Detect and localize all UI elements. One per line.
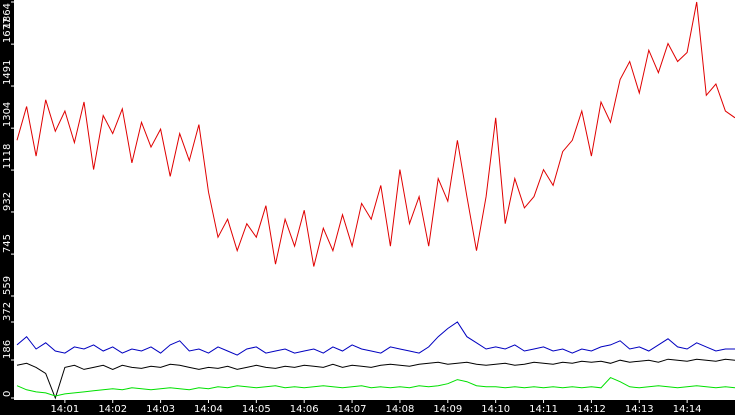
x-tick-label: 14:06 xyxy=(290,404,319,415)
x-tick-label: 14:08 xyxy=(386,404,415,415)
x-tick-label: 14:11 xyxy=(529,404,558,415)
y-tick-label: 559 xyxy=(2,276,13,295)
y-tick-label: 0 xyxy=(2,391,13,397)
x-tick-label: 14:10 xyxy=(481,404,510,415)
x-tick-label: 14:03 xyxy=(146,404,175,415)
y-tick-label: 1864 xyxy=(2,3,13,28)
y-tick-label: 1491 xyxy=(2,60,13,85)
y-tick-label: 932 xyxy=(2,192,13,211)
x-tick-label: 14:01 xyxy=(50,404,79,415)
series-line xyxy=(16,321,735,356)
y-tick-label: 1677 xyxy=(2,18,13,43)
x-tick-label: 14:14 xyxy=(673,404,702,415)
y-axis-strip xyxy=(0,0,14,415)
x-tick-label: 14:12 xyxy=(577,404,606,415)
x-tick-label: 14:13 xyxy=(625,404,654,415)
y-tick-label: 372 xyxy=(2,302,13,321)
x-tick-label: 14:02 xyxy=(98,404,127,415)
y-tick-label: 186 xyxy=(2,340,13,359)
y-tick-label: 1118 xyxy=(2,144,13,169)
series-line xyxy=(16,1,735,267)
x-tick-label: 14:05 xyxy=(242,404,271,415)
series-line xyxy=(16,377,735,397)
y-tick-label: 745 xyxy=(2,234,13,253)
series-line xyxy=(16,358,735,400)
x-tick-label: 14:09 xyxy=(433,404,462,415)
x-tick-label: 14:04 xyxy=(194,404,223,415)
x-axis-strip xyxy=(0,400,735,415)
y-tick-label: 1304 xyxy=(2,102,13,127)
x-tick-label: 14:07 xyxy=(338,404,367,415)
